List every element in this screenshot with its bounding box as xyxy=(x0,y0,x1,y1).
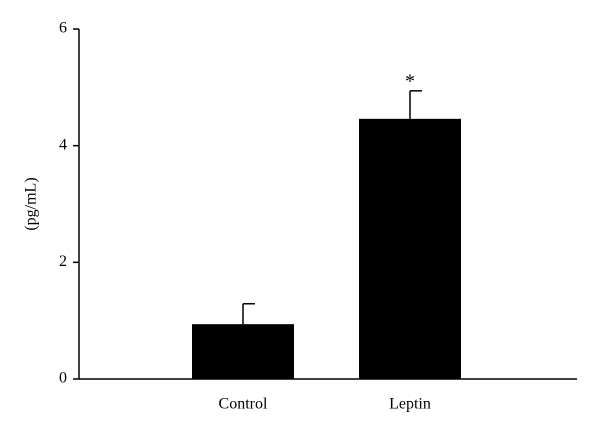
x-tick-label: Control xyxy=(219,396,268,413)
significance-marker: * xyxy=(405,70,415,92)
y-tick-label: 2 xyxy=(59,253,67,270)
bar xyxy=(192,324,294,379)
x-tick-label: Leptin xyxy=(389,396,431,413)
bar xyxy=(359,118,461,379)
y-tick-label: 0 xyxy=(59,370,67,387)
y-axis-label: (pg/mL) xyxy=(23,177,40,230)
y-tick-label: 6 xyxy=(59,20,67,37)
y-tick-label: 4 xyxy=(59,136,67,153)
